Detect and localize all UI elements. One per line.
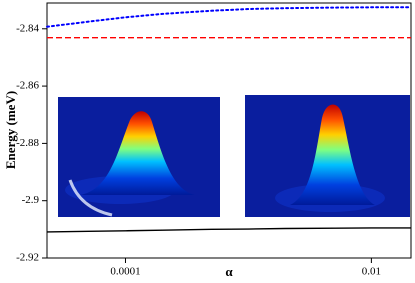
series-line	[46, 227, 411, 233]
x-tick-label: 0.01	[362, 266, 381, 278]
y-tick-label: -2.84	[16, 22, 39, 34]
x-tick-label: 0.0001	[110, 266, 140, 278]
y-tick-label: -2.9	[22, 194, 40, 206]
y-tick-label: -2.86	[16, 80, 39, 92]
y-axis-title: Energy (meV)	[3, 91, 18, 169]
x-axis-title: α	[225, 264, 233, 279]
y-tick-label: -2.88	[16, 137, 39, 149]
plot-frame	[46, 2, 412, 259]
inset-left	[58, 97, 220, 217]
y-tick-label: -2.92	[16, 252, 39, 264]
inset-right	[245, 95, 410, 217]
series-line	[46, 6, 412, 28]
